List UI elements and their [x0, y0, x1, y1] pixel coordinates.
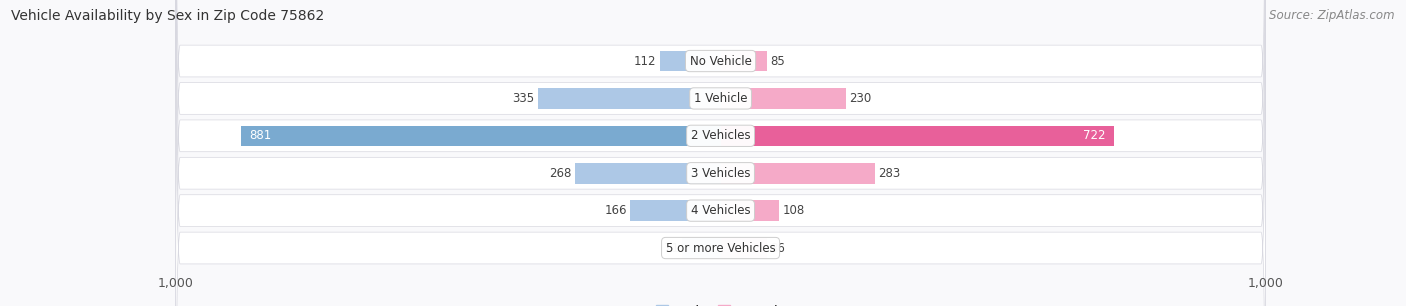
FancyBboxPatch shape [176, 0, 1265, 306]
Text: Vehicle Availability by Sex in Zip Code 75862: Vehicle Availability by Sex in Zip Code … [11, 9, 325, 23]
Text: 2 Vehicles: 2 Vehicles [690, 129, 751, 142]
FancyBboxPatch shape [176, 0, 1265, 306]
FancyBboxPatch shape [176, 0, 1265, 306]
Text: 1 Vehicle: 1 Vehicle [693, 92, 748, 105]
Text: 166: 166 [605, 204, 627, 217]
Bar [721, 88, 846, 109]
Text: 4 Vehicles: 4 Vehicles [690, 204, 751, 217]
Bar [721, 200, 779, 221]
Bar [721, 125, 1114, 146]
Text: 108: 108 [783, 204, 806, 217]
Text: 722: 722 [1083, 129, 1105, 142]
Text: 230: 230 [849, 92, 872, 105]
Bar [659, 51, 721, 71]
Bar [630, 200, 721, 221]
Bar [721, 238, 768, 258]
Text: 71: 71 [664, 241, 679, 255]
Bar [721, 51, 766, 71]
Bar [538, 88, 721, 109]
Bar [575, 163, 721, 184]
FancyBboxPatch shape [176, 0, 1265, 306]
Text: 881: 881 [249, 129, 271, 142]
FancyBboxPatch shape [176, 0, 1265, 306]
Text: 85: 85 [770, 54, 785, 68]
Bar [721, 163, 875, 184]
Text: 268: 268 [548, 167, 571, 180]
FancyBboxPatch shape [176, 0, 1265, 306]
Text: Source: ZipAtlas.com: Source: ZipAtlas.com [1270, 9, 1395, 22]
Text: 112: 112 [634, 54, 657, 68]
Text: 335: 335 [513, 92, 534, 105]
Legend: Male, Female: Male, Female [655, 305, 786, 306]
Text: No Vehicle: No Vehicle [689, 54, 752, 68]
Text: 283: 283 [877, 167, 900, 180]
Text: 3 Vehicles: 3 Vehicles [690, 167, 751, 180]
Bar [682, 238, 721, 258]
Text: 86: 86 [770, 241, 786, 255]
Text: 5 or more Vehicles: 5 or more Vehicles [665, 241, 776, 255]
Bar [240, 125, 721, 146]
